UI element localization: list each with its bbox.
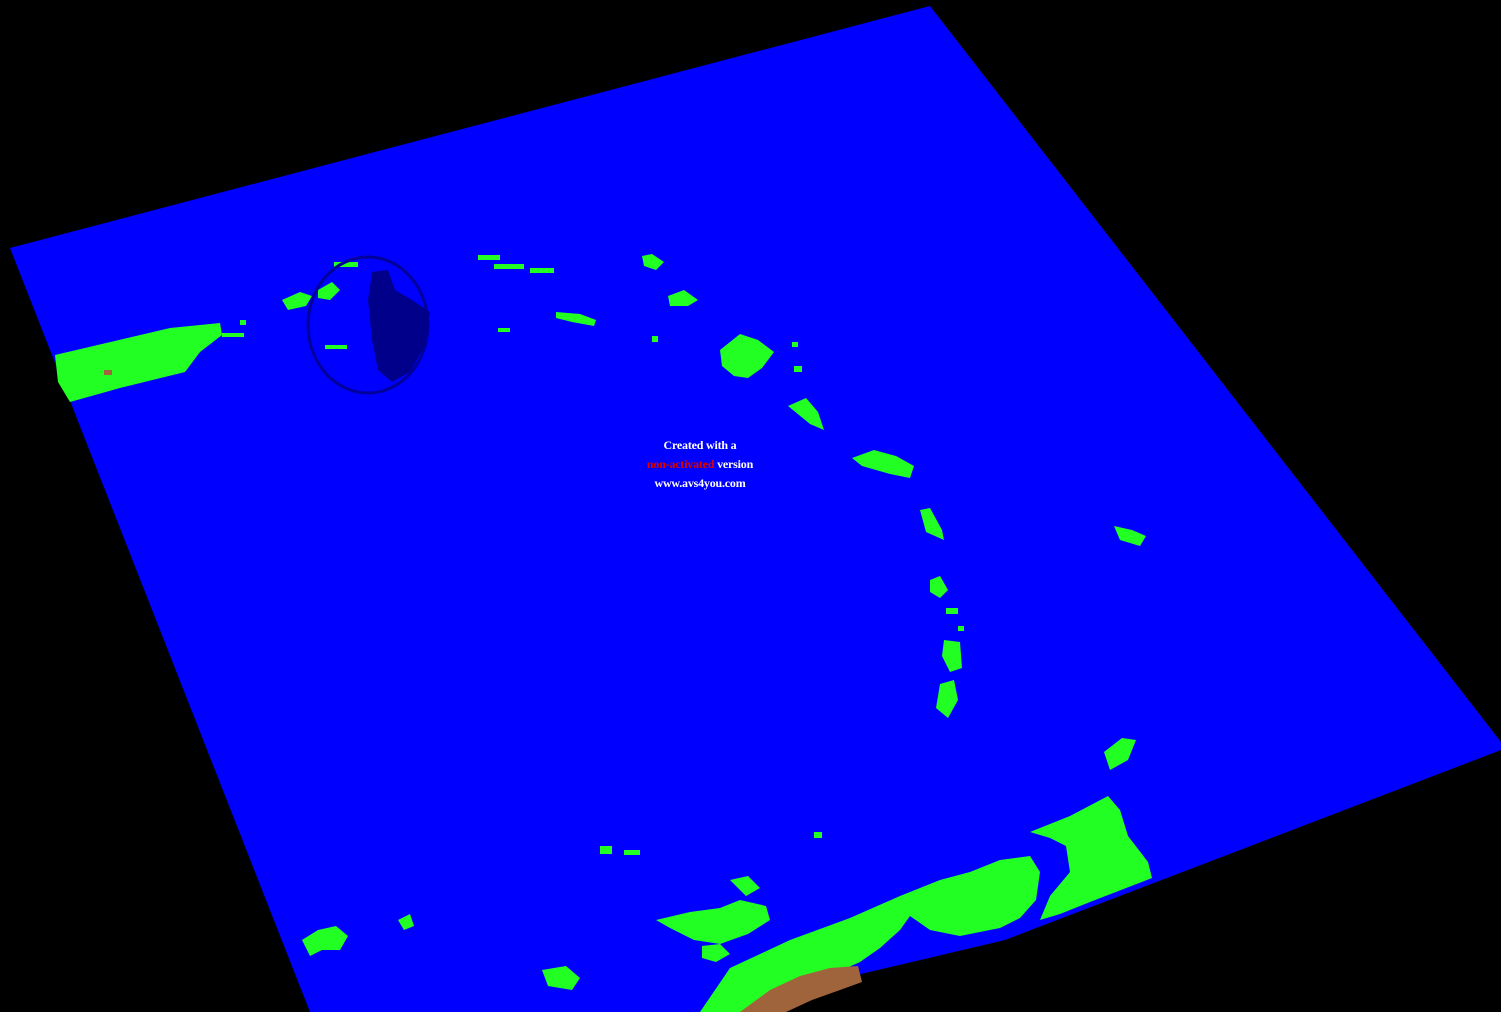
land-speck <box>814 832 822 838</box>
object-shadow <box>368 270 430 382</box>
land-speck <box>222 333 244 337</box>
land-speck <box>600 846 612 854</box>
land-patch <box>920 508 944 540</box>
land-patch <box>282 292 312 310</box>
land-patch <box>1114 526 1146 546</box>
land-speck <box>652 336 658 342</box>
land-speck <box>334 262 358 267</box>
watermark-line-2-rest: version <box>714 457 754 471</box>
land-speck <box>494 264 524 269</box>
land-patch <box>788 398 824 430</box>
land-patch <box>930 576 948 598</box>
land-speck <box>794 366 802 372</box>
watermark-highlight: non-activated <box>646 457 715 471</box>
land-patch <box>936 680 958 718</box>
land-speck <box>325 345 347 349</box>
soil-patch <box>740 966 862 1012</box>
land-patch <box>730 876 760 896</box>
land-patch <box>542 966 580 990</box>
watermark-line-2: non-activated version <box>600 455 800 474</box>
land-speck <box>478 255 500 260</box>
land-patch <box>398 914 414 930</box>
land-patch <box>318 282 340 300</box>
land-patch <box>1104 738 1136 770</box>
land-patch-west <box>55 323 222 402</box>
watermark-line-1: Created with a <box>663 438 737 452</box>
land-patch <box>656 900 770 944</box>
land-patch <box>556 312 596 326</box>
land-patch <box>642 254 664 270</box>
land-patch <box>702 944 730 962</box>
land-speck <box>624 850 640 855</box>
land-patch <box>852 450 914 478</box>
watermark: Created with a non-activated version www… <box>600 436 800 493</box>
land-speck <box>498 328 510 332</box>
soil-speck <box>104 370 112 375</box>
land-patch <box>302 926 348 956</box>
land-speck <box>946 608 958 614</box>
land-patch-south <box>700 856 1040 1012</box>
land-patch <box>668 290 698 306</box>
watermark-url: www.avs4you.com <box>654 476 746 490</box>
land-speck <box>530 268 554 273</box>
land-speck <box>240 320 246 325</box>
land-patch <box>942 640 962 672</box>
land-speck <box>958 626 964 631</box>
land-patch-southeast <box>1030 796 1152 920</box>
land-speck <box>792 342 798 347</box>
land-patch <box>720 334 774 378</box>
